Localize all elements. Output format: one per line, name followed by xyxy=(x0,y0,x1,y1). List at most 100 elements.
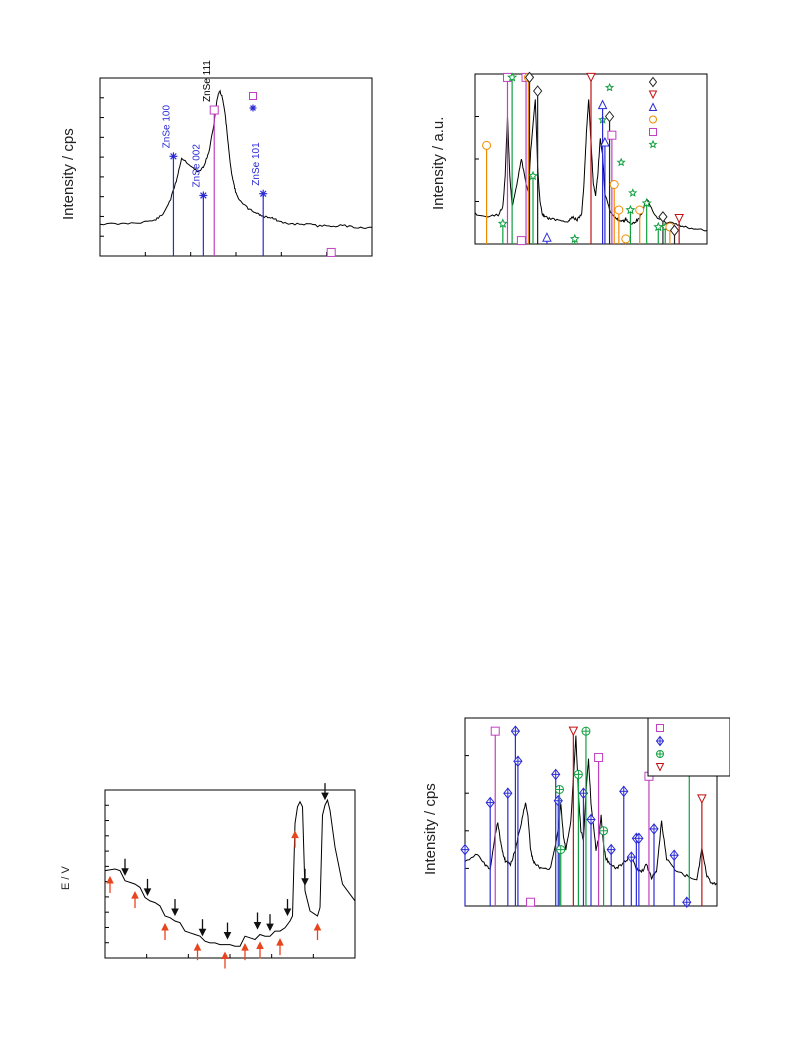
triangle-down-marker xyxy=(586,72,596,83)
triangle-up-marker xyxy=(597,99,608,110)
data-line xyxy=(99,89,373,230)
circle-cross-marker xyxy=(555,784,564,794)
up-arrow xyxy=(161,922,169,940)
plot-frame xyxy=(99,77,373,257)
star-marker xyxy=(497,218,508,228)
up-arrow xyxy=(193,943,202,961)
star-marker xyxy=(507,72,518,82)
diamond-cross-marker xyxy=(586,813,596,826)
triangle-up-marker xyxy=(542,232,552,242)
data-line xyxy=(474,99,708,232)
peak-label: ZnSe 101 xyxy=(251,142,262,186)
square-marker xyxy=(594,752,604,762)
peak-label: ZnSe 002 xyxy=(191,144,202,188)
up-arrow xyxy=(106,875,114,893)
peak-label: ZnSe 111 xyxy=(202,60,213,102)
circle-cross-marker xyxy=(581,726,591,736)
circle-marker xyxy=(635,205,645,215)
chart-svg xyxy=(104,783,356,969)
down-arrow xyxy=(321,783,329,801)
down-arrow xyxy=(143,878,152,896)
diamond-cross-marker xyxy=(649,823,659,835)
square-marker xyxy=(607,130,617,140)
square-marker xyxy=(656,724,664,732)
data-line xyxy=(104,798,356,947)
diamond-cross-marker xyxy=(513,755,523,768)
asterisk-marker xyxy=(249,104,257,112)
diamond-cross-marker xyxy=(551,768,561,781)
star-marker xyxy=(604,82,615,92)
triangle-down-marker xyxy=(655,763,665,772)
chart-svg xyxy=(460,717,730,909)
diamond-cross-marker xyxy=(510,725,521,737)
diamond-cross-marker xyxy=(503,787,513,800)
up-arrow xyxy=(276,938,284,956)
circle-cross-marker xyxy=(656,750,664,758)
diamond-cross-marker xyxy=(655,735,665,747)
up-arrow xyxy=(241,943,249,961)
circle-marker xyxy=(482,140,492,150)
square-marker xyxy=(326,247,336,257)
star-marker xyxy=(628,188,638,197)
triangle-down-marker xyxy=(674,214,684,224)
diamond-marker xyxy=(532,85,543,97)
diamond-marker xyxy=(669,224,680,237)
diamond-cross-marker xyxy=(485,796,495,809)
circle-marker xyxy=(649,115,657,124)
diamond-cross-marker xyxy=(606,843,616,856)
star-marker xyxy=(648,139,658,149)
diamond-cross-marker xyxy=(619,785,629,798)
circle-marker xyxy=(621,234,631,244)
star-marker xyxy=(653,221,664,232)
star-marker xyxy=(616,157,626,167)
chart-svg xyxy=(474,71,708,246)
asterisk-marker xyxy=(199,191,208,200)
triangle-down-marker xyxy=(648,90,658,100)
up-arrow xyxy=(313,922,322,940)
square-marker xyxy=(249,92,257,100)
down-arrow xyxy=(198,919,207,937)
diamond-marker xyxy=(604,110,615,123)
circle-cross-marker xyxy=(556,845,566,855)
chart-xrd-multiphase: Intensity / a.u. xyxy=(420,60,720,280)
diamond-marker xyxy=(658,210,668,223)
asterisk-marker xyxy=(169,152,178,161)
star-marker xyxy=(625,204,636,215)
down-arrow xyxy=(223,922,232,940)
square-marker xyxy=(209,105,219,115)
diamond-marker xyxy=(648,76,658,88)
down-arrow xyxy=(283,899,292,917)
star-marker xyxy=(641,197,652,208)
down-arrow xyxy=(171,899,179,917)
down-arrow xyxy=(266,914,274,932)
up-arrow xyxy=(221,951,229,969)
chart-svg: ZnSe 100 ZnSe 002 ZnSe 111 ZnSe 101 xyxy=(99,60,373,257)
up-arrow xyxy=(131,890,139,909)
down-arrow xyxy=(121,858,129,876)
star-marker xyxy=(569,233,580,244)
diamond-cross-marker xyxy=(626,851,636,863)
diamond-cross-marker xyxy=(460,843,470,856)
up-arrow xyxy=(256,941,264,959)
circle-cross-marker xyxy=(573,769,583,779)
up-arrow xyxy=(291,830,299,848)
circle-marker xyxy=(609,180,619,189)
diamond-marker xyxy=(524,71,535,84)
triangle-down-marker xyxy=(568,726,579,737)
diamond-cross-marker xyxy=(553,794,563,807)
diamond-cross-marker xyxy=(634,832,644,845)
chart-xrd-znse: Intensity / cps ZnSe 100 ZnSe 002 ZnSe 111… xyxy=(40,60,380,280)
down-arrow xyxy=(301,868,309,886)
circle-marker xyxy=(614,205,624,215)
triangle-up-marker xyxy=(648,102,658,111)
square-marker xyxy=(516,236,526,246)
circle-cross-marker xyxy=(599,826,609,836)
square-marker xyxy=(526,897,536,907)
chart-xrd-four-phase: Intensity / cps xyxy=(410,710,730,930)
asterisk-marker xyxy=(259,189,268,198)
diamond-cross-marker xyxy=(682,896,692,909)
diamond-cross-marker xyxy=(669,849,679,862)
peak-label: ZnSe 100 xyxy=(161,105,172,149)
chart-potential-transient: E / V xyxy=(60,780,380,980)
triangle-down-marker xyxy=(697,794,707,804)
